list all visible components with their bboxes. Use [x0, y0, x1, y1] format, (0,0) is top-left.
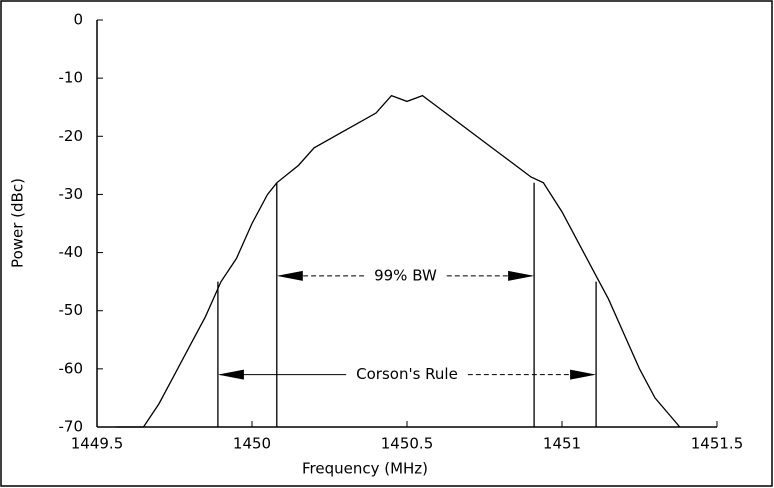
spectrum-line [115, 94, 681, 428]
annotation-text: Corson's Rule [356, 365, 458, 383]
x-tick-label: 1451.5 [691, 435, 744, 453]
y-tick-label: -10 [59, 69, 84, 87]
y-tick-label: -20 [59, 127, 84, 145]
y-tick-label: -40 [59, 243, 84, 261]
arrow-head [508, 270, 535, 281]
y-tick-label: 0 [73, 11, 83, 29]
arrow-head [570, 369, 597, 380]
y-tick-label: -30 [59, 185, 84, 203]
x-tick-label: 1451 [543, 435, 581, 453]
annotation-text: 99% BW [374, 266, 437, 284]
y-tick-label: -60 [59, 359, 84, 377]
arrow-head [217, 369, 244, 380]
x-axis-label: Frequency (MHz) [302, 460, 428, 478]
x-tick-label: 1450 [233, 435, 271, 453]
y-axis-label: Power (dBc) [9, 178, 27, 268]
x-tick-label: 1450.5 [381, 435, 434, 453]
x-tick-label: 1449.5 [71, 435, 124, 453]
y-tick-label: -50 [59, 301, 84, 319]
y-tick-label: -70 [59, 418, 84, 436]
arrow-head [276, 270, 303, 281]
